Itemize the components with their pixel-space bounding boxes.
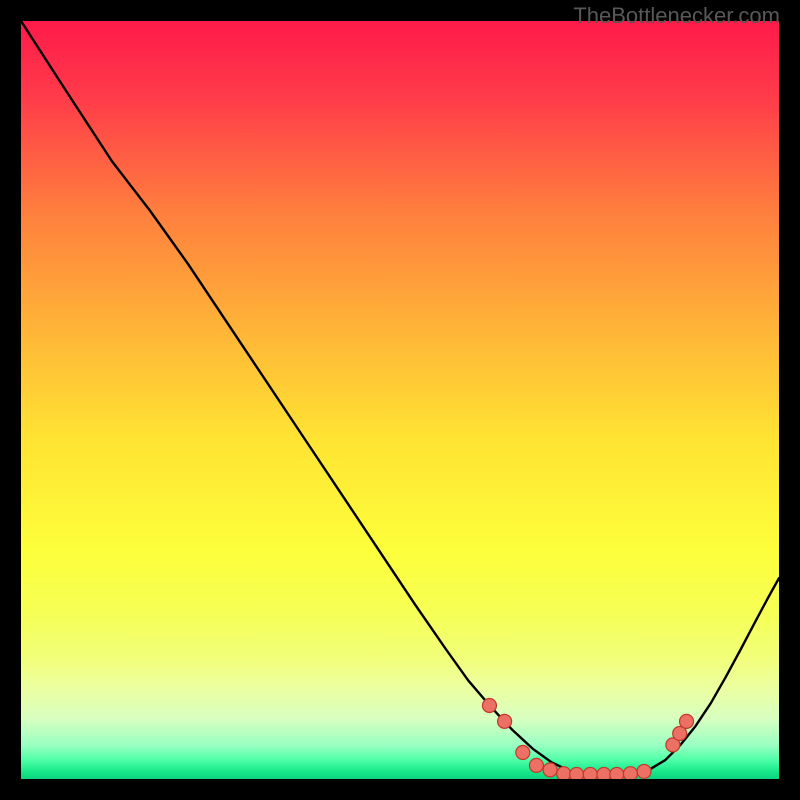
plot-area bbox=[21, 21, 779, 779]
watermark-text: TheBottlenecker.com bbox=[573, 3, 780, 29]
gradient-background bbox=[21, 21, 779, 779]
chart-container: TheBottlenecker.com bbox=[0, 0, 800, 800]
